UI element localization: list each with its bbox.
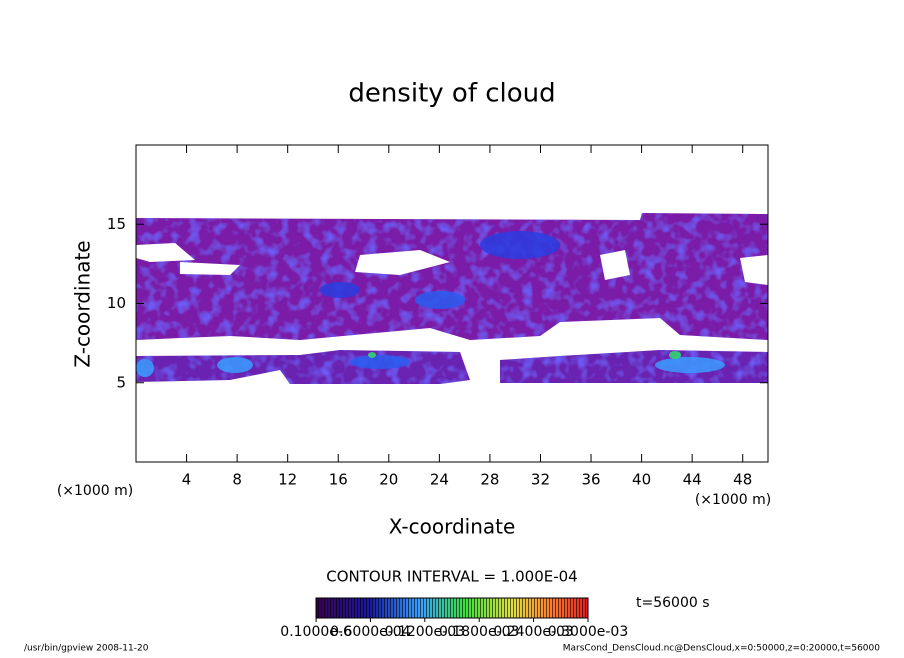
y-tick-label: 10 <box>107 294 126 312</box>
colorbar-tick-label: 0.3000e-03 <box>548 624 628 640</box>
colorbar-tick-label: 0.1200e-03 <box>385 624 465 640</box>
footer-right: MarsCond_DensCloud.nc@DensCloud,x=0:5000… <box>563 644 880 654</box>
x-tick-label: 44 <box>683 471 702 489</box>
y-tick-label: 5 <box>116 373 126 391</box>
colorbar-tick-label: 0.1000e-6 <box>280 624 352 640</box>
x-tick-label: 20 <box>379 471 398 489</box>
cloud-cores <box>136 231 725 377</box>
y-axis-label: Z-coordinate <box>71 240 95 367</box>
y-unit: (×1000 m) <box>57 483 133 499</box>
x-tick-label: 24 <box>430 471 449 489</box>
x-tick-label: 36 <box>581 471 600 489</box>
colorbar-tick-label: 0.6000e-04 <box>330 624 411 640</box>
x-tick-label: 16 <box>329 471 348 489</box>
y-tick-label: 15 <box>107 215 126 233</box>
cloud-gaps <box>136 243 768 285</box>
contour-interval: CONTOUR INTERVAL = 1.000E-04 <box>326 568 577 586</box>
x-tick-label: 12 <box>278 471 297 489</box>
x-tick-label: 4 <box>182 471 192 489</box>
chart-title: density of cloud <box>348 79 555 109</box>
x-axis-label: X-coordinate <box>389 515 516 539</box>
x-tick-label: 40 <box>632 471 651 489</box>
x-tick-label: 48 <box>733 471 752 489</box>
x-tick-label: 32 <box>531 471 550 489</box>
colorbar-tick-label: 0.2400e-03 <box>493 624 573 640</box>
colorbar-tick-label: 0.1800e-03 <box>439 624 519 640</box>
time-label: t=56000 s <box>636 595 710 611</box>
colorbar-stripes <box>316 598 588 618</box>
x-tick-label: 28 <box>480 471 499 489</box>
x-tick-label: 8 <box>232 471 242 489</box>
footer-left: /usr/bin/gpview 2008-11-20 <box>24 644 149 654</box>
x-unit: (×1000 m) <box>695 492 771 508</box>
